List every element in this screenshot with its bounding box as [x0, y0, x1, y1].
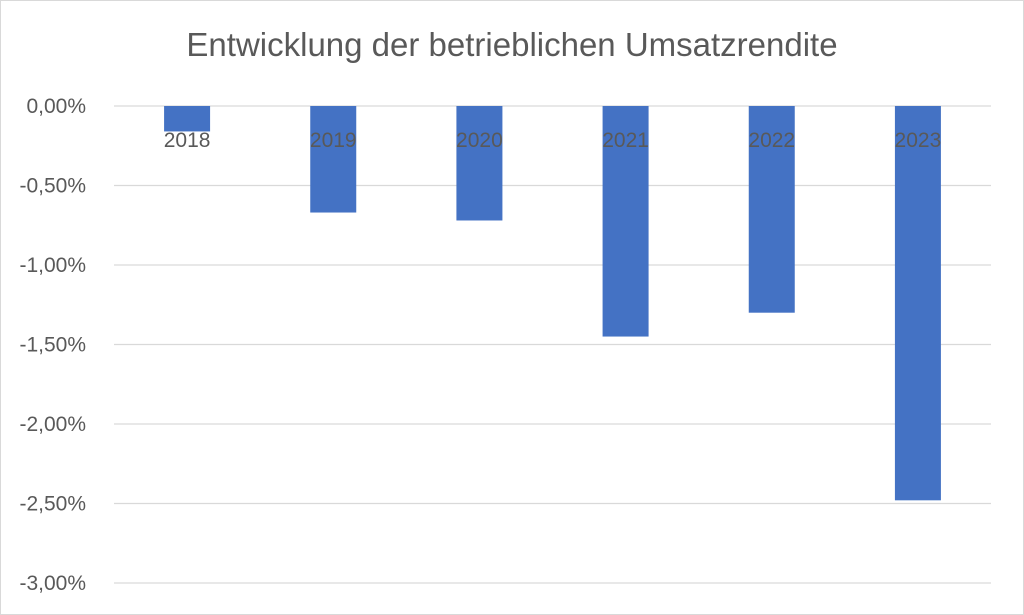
- x-tick-label: 2019: [310, 129, 357, 152]
- x-tick-label: 2020: [456, 129, 503, 152]
- bar-2018: [164, 106, 211, 132]
- bar-2019: [310, 106, 357, 213]
- x-tick-label: 2018: [164, 129, 211, 152]
- y-tick-label: 0,00%: [26, 95, 86, 118]
- x-tick-label: 2023: [895, 129, 942, 152]
- y-tick-label: -3,00%: [19, 572, 86, 595]
- x-tick-label: 2022: [748, 129, 795, 152]
- y-tick-label: -2,00%: [19, 413, 86, 436]
- bar-2020: [456, 106, 503, 221]
- bar-2023: [894, 106, 941, 501]
- bar-2021: [602, 106, 649, 337]
- y-tick-label: -2,50%: [19, 493, 86, 516]
- bar-2022: [748, 106, 795, 313]
- y-tick-label: -0,50%: [19, 175, 86, 198]
- y-tick-label: -1,00%: [19, 254, 86, 277]
- y-tick-label: -1,50%: [19, 334, 86, 357]
- chart-title: Entwicklung der betrieblichen Umsatzrend…: [186, 26, 838, 63]
- x-tick-label: 2021: [602, 129, 649, 152]
